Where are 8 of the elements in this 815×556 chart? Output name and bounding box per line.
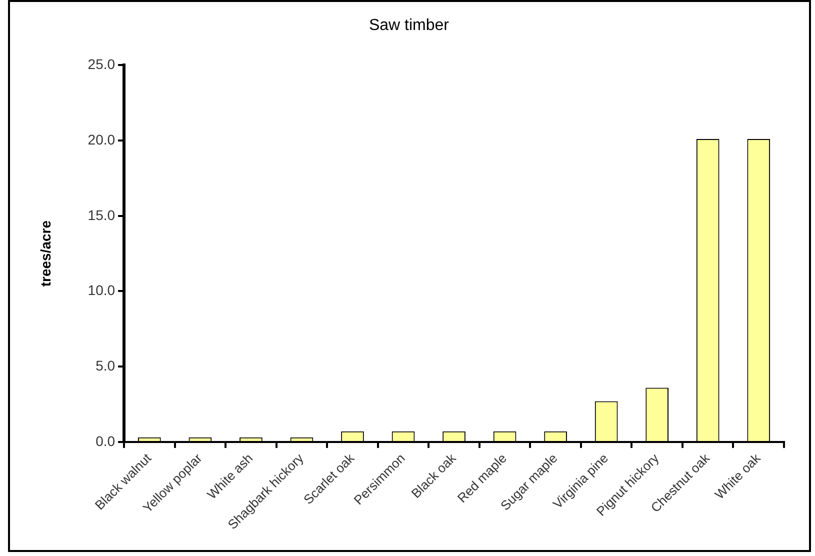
y-axis-title: trees/acre	[37, 220, 54, 287]
y-tick-label: 15.0	[88, 206, 116, 223]
chart-title: Saw timber	[368, 17, 450, 34]
y-tick-label: 25.0	[88, 56, 116, 72]
y-tick-label: 5.0	[96, 357, 116, 374]
y-tick-label: 10.0	[88, 282, 116, 298]
y-tick-label: 0.0	[96, 432, 116, 449]
y-tick-label: 20.0	[88, 131, 116, 148]
